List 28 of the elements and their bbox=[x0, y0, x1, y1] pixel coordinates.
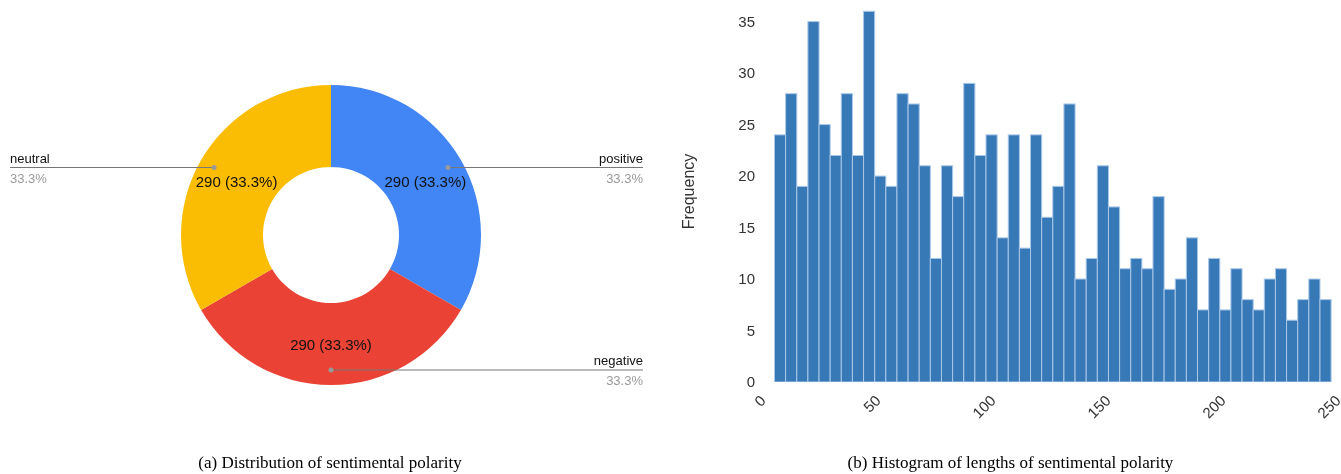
text: (b) Histogram of lengths of sentimental polarity bbox=[846, 453, 1175, 473]
y-tick-label: 5 bbox=[746, 321, 755, 339]
y-tick-label: 30 bbox=[738, 64, 755, 82]
text: (a) Distribution of sentimental polarity bbox=[197, 453, 463, 473]
data-label: 290 (33.3%) bbox=[195, 172, 278, 190]
slice-label: neutral bbox=[10, 150, 50, 166]
y-axis-title: Frequency bbox=[679, 153, 697, 230]
x-tick-label: 50 bbox=[859, 391, 884, 416]
slice-label: negative bbox=[593, 353, 643, 368]
text: 33.3% bbox=[10, 170, 48, 186]
text: 33.3% bbox=[606, 170, 644, 186]
donut-slice bbox=[331, 85, 481, 310]
y-tick-label: 35 bbox=[738, 12, 755, 30]
y-tick-label: 0 bbox=[746, 373, 755, 391]
y-tick-label: 15 bbox=[738, 218, 755, 236]
x-tick-label: 250 bbox=[1313, 391, 1341, 422]
x-tick-label: 100 bbox=[968, 391, 999, 422]
text: 33.3% bbox=[606, 373, 644, 388]
donut-slice bbox=[181, 85, 331, 310]
x-tick-label: 200 bbox=[1198, 391, 1229, 422]
y-tick-label: 25 bbox=[738, 115, 755, 133]
y-tick-label: 10 bbox=[738, 270, 755, 288]
slice-label: positive bbox=[598, 150, 643, 166]
data-label: 290 (33.3%) bbox=[290, 336, 372, 353]
x-tick-label: 150 bbox=[1083, 391, 1114, 422]
donut-slice bbox=[201, 269, 461, 385]
y-tick-label: 20 bbox=[738, 167, 755, 185]
data-label: 290 (33.3%) bbox=[384, 172, 467, 190]
